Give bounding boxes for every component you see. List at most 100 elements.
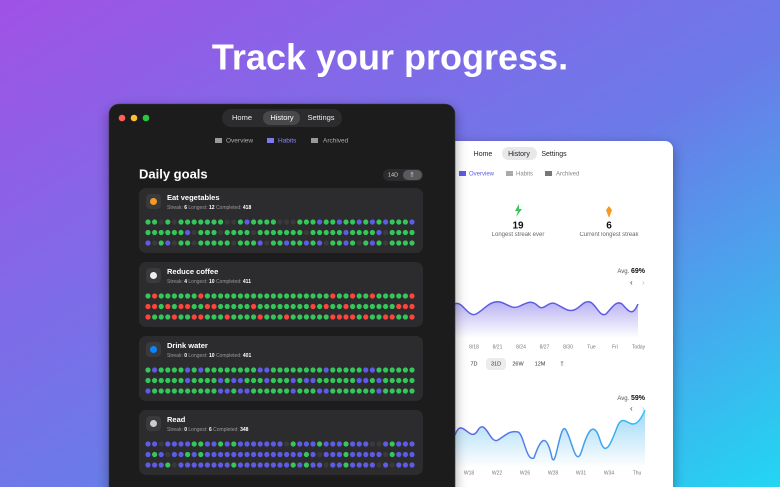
range[interactable]: 26W (512, 361, 524, 367)
day-dot (336, 441, 342, 447)
day-dot (350, 441, 356, 447)
tab[interactable]: History (270, 113, 294, 122)
bolt-icon (515, 204, 522, 217)
day-dot (171, 219, 177, 225)
day-dot (257, 377, 263, 384)
day-dot (152, 462, 158, 468)
tab[interactable]: Home (232, 113, 252, 122)
x-label: Thu (633, 470, 642, 476)
day-dot (356, 219, 362, 225)
day-dot (336, 314, 342, 320)
day-dot (277, 377, 283, 384)
day-dot (336, 367, 342, 373)
prev[interactable]: ‹ (630, 404, 633, 413)
subtab[interactable]: Overview (226, 138, 253, 145)
day-dot (343, 219, 349, 225)
day-dot (198, 441, 204, 447)
day-dot (396, 451, 402, 458)
day-dot (191, 219, 197, 225)
day-dot (336, 293, 342, 299)
tab[interactable]: Home (474, 151, 493, 158)
stat-value: 411 (243, 279, 251, 285)
day-dot (198, 388, 204, 394)
next[interactable]: › (642, 404, 645, 413)
prev[interactable]: ‹ (630, 278, 633, 287)
day-dot (270, 462, 276, 468)
day-dot (145, 462, 151, 468)
day-dot (284, 441, 290, 447)
tab[interactable]: Settings (541, 151, 567, 158)
range[interactable]: 12M (535, 361, 546, 367)
range[interactable]: 7D (470, 361, 477, 367)
habit-name: Eat vegetables (167, 193, 220, 202)
zoom[interactable] (142, 114, 150, 122)
day-dot (284, 388, 290, 394)
day-dot (356, 462, 362, 468)
range-selected (486, 358, 506, 370)
tab[interactable]: Settings (307, 113, 334, 122)
day-dot (224, 441, 230, 447)
day-dot (297, 219, 303, 225)
toggle-label[interactable]: 14D (388, 172, 398, 178)
day-dot (178, 377, 184, 384)
close[interactable] (118, 114, 126, 122)
stat-label: Completed: (216, 353, 242, 359)
day-dot (211, 441, 217, 447)
day-dot (343, 303, 349, 310)
day-dot (402, 388, 408, 394)
day-dot (171, 377, 177, 384)
day-dot (152, 377, 158, 384)
minimize[interactable] (130, 114, 138, 122)
day-dot (303, 240, 309, 246)
day-dot (303, 377, 309, 384)
day-dot (363, 377, 369, 384)
subtab[interactable]: Habits (278, 138, 297, 145)
day-dot (297, 377, 303, 384)
subtab[interactable]: Overview (469, 172, 495, 178)
day-dot (356, 441, 362, 447)
day-dot (376, 367, 382, 373)
day-dot (369, 388, 375, 394)
day-dot (330, 388, 336, 394)
day-dot (244, 441, 250, 447)
day-dot (310, 240, 316, 246)
day-dot (363, 441, 369, 447)
day-dot (178, 451, 184, 458)
subtab[interactable]: Archived (323, 138, 349, 145)
day-dot (343, 314, 349, 320)
day-dot (290, 441, 296, 447)
subtab[interactable]: Archived (556, 172, 579, 178)
day-dot (383, 229, 389, 236)
day-dot (290, 293, 296, 299)
day-dot (369, 219, 375, 225)
day-dot (409, 303, 415, 310)
tab-selected (263, 111, 300, 125)
grid-icon[interactable]: ⁞⁞ (410, 173, 414, 179)
day-dot (396, 229, 402, 236)
day-dot (171, 240, 177, 246)
day-dot (185, 219, 191, 225)
tab[interactable]: History (508, 151, 530, 158)
day-dot (369, 293, 375, 299)
habit-icon (150, 198, 157, 205)
x-label: 8/24 (516, 344, 526, 350)
day-dot (317, 388, 323, 394)
day-dot (204, 240, 210, 246)
stat-value: 0 (184, 353, 187, 359)
day-dot (191, 240, 197, 246)
subtab[interactable]: Habits (516, 172, 533, 178)
day-dot (191, 451, 197, 458)
day-dot (270, 303, 276, 310)
range[interactable]: 31D (491, 361, 501, 367)
day-dot (396, 293, 402, 299)
range-icon[interactable]: ⁞⁞ (560, 362, 564, 368)
day-dot (310, 314, 316, 320)
day-dot (231, 462, 237, 468)
avg-label: Avg. (617, 396, 629, 402)
day-dot (303, 367, 309, 373)
next[interactable]: › (642, 278, 645, 287)
day-dot (191, 229, 197, 236)
day-dot (171, 462, 177, 468)
day-dot (231, 367, 237, 373)
day-dot (257, 240, 263, 246)
